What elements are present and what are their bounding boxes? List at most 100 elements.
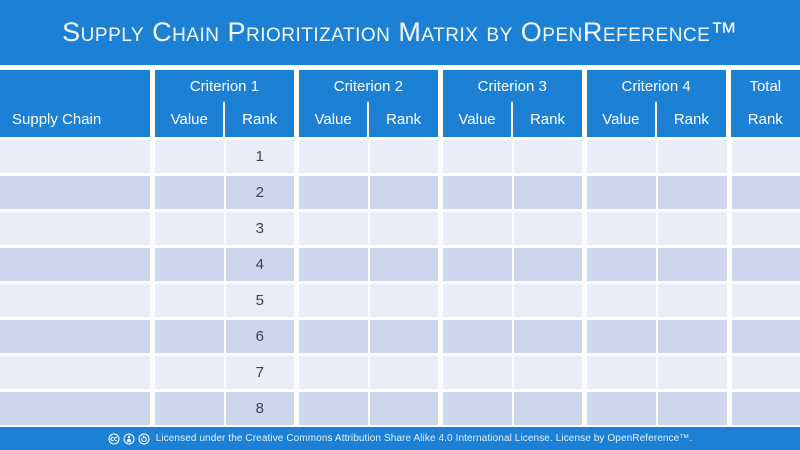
cell-c2-rank bbox=[369, 212, 444, 245]
cell-c3-value bbox=[443, 212, 514, 245]
cell-c2-value bbox=[299, 248, 370, 281]
cell-c2-rank bbox=[369, 176, 444, 209]
cell-c4-value bbox=[587, 320, 658, 353]
cell-c2-value bbox=[299, 284, 370, 317]
cc-license-icons bbox=[108, 433, 150, 445]
cell-c4-value bbox=[587, 392, 658, 425]
cell-total-rank bbox=[731, 392, 800, 425]
title-bar: Supply Chain Prioritization Matrix by Op… bbox=[0, 0, 800, 65]
cell-c3-value bbox=[443, 248, 514, 281]
cell-c4-rank bbox=[657, 140, 732, 173]
cell-c3-value bbox=[443, 320, 514, 353]
cell-c3-value bbox=[443, 284, 514, 317]
cell-c1-value bbox=[155, 176, 226, 209]
cell-total-rank bbox=[731, 320, 800, 353]
cell-c2-value bbox=[299, 392, 370, 425]
cell-c3-value bbox=[443, 140, 514, 173]
priority-matrix-table: Supply Chain Criterion 1 Value Rank Crit… bbox=[0, 70, 800, 428]
table-row: 1 bbox=[0, 140, 800, 173]
header-criterion-4-rank: Rank bbox=[673, 111, 709, 128]
header-group-criterion-1: Criterion 1 Value Rank bbox=[155, 70, 299, 137]
cell-c2-rank bbox=[369, 248, 444, 281]
cell-c3-rank bbox=[513, 176, 588, 209]
cell-total-rank bbox=[731, 284, 800, 317]
cell-c2-value bbox=[299, 212, 370, 245]
cc-attribution-icon bbox=[123, 433, 135, 445]
header-group-total: Total Rank bbox=[730, 70, 800, 137]
cell-c1-rank: 2 bbox=[225, 176, 300, 209]
cell-supply-chain bbox=[0, 320, 155, 353]
header-group-criterion-4: Criterion 4 Value Rank bbox=[586, 70, 731, 137]
table-row: 4 bbox=[0, 248, 800, 281]
header-criterion-3-label: Criterion 3 bbox=[477, 77, 547, 95]
cell-supply-chain bbox=[0, 392, 155, 425]
header-criterion-2-value: Value bbox=[299, 102, 370, 137]
cell-c1-value bbox=[155, 392, 226, 425]
header-total-rank: Rank bbox=[747, 111, 783, 128]
cell-c3-rank bbox=[513, 356, 588, 389]
cell-c1-value bbox=[155, 320, 226, 353]
cell-supply-chain bbox=[0, 248, 155, 281]
cell-c1-rank: 3 bbox=[225, 212, 300, 245]
cell-total-rank bbox=[731, 356, 800, 389]
cell-c3-rank bbox=[513, 140, 588, 173]
cell-c2-value bbox=[299, 140, 370, 173]
header-criterion-3-rank: Rank bbox=[529, 111, 565, 128]
table-header: Supply Chain Criterion 1 Value Rank Crit… bbox=[0, 70, 800, 137]
cell-c4-rank bbox=[657, 212, 732, 245]
cell-c4-rank bbox=[657, 284, 732, 317]
table-row: 2 bbox=[0, 176, 800, 209]
page-title: Supply Chain Prioritization Matrix by Op… bbox=[62, 17, 738, 47]
cell-c4-rank bbox=[657, 176, 732, 209]
cell-c4-value bbox=[587, 212, 658, 245]
cell-c2-rank bbox=[369, 320, 444, 353]
cell-c1-rank: 8 bbox=[225, 392, 300, 425]
header-total-label: Total bbox=[749, 77, 782, 95]
cell-c1-rank: 1 bbox=[225, 140, 300, 173]
cell-c3-rank bbox=[513, 392, 588, 425]
cell-total-rank bbox=[731, 140, 800, 173]
cell-c2-rank bbox=[369, 392, 444, 425]
table-row: 5 bbox=[0, 284, 800, 317]
cell-c1-rank: 7 bbox=[225, 356, 300, 389]
header-criterion-4-value: Value bbox=[587, 102, 658, 137]
cell-c3-value bbox=[443, 392, 514, 425]
cell-c4-value bbox=[587, 140, 658, 173]
table-row: 3 bbox=[0, 212, 800, 245]
cell-c4-rank bbox=[657, 392, 732, 425]
header-criterion-1-label: Criterion 1 bbox=[189, 77, 260, 95]
cell-c4-rank bbox=[657, 248, 732, 281]
header-criterion-2-label: Criterion 2 bbox=[333, 77, 403, 95]
cell-supply-chain bbox=[0, 140, 155, 173]
cell-c1-rank: 5 bbox=[225, 284, 300, 317]
license-footer-bar: Licensed under the Creative Commons Attr… bbox=[0, 427, 800, 450]
cell-c1-value bbox=[155, 356, 226, 389]
cell-c3-rank bbox=[513, 248, 588, 281]
table-body: 1 2 bbox=[0, 140, 800, 425]
license-text: Licensed under the Creative Commons Attr… bbox=[155, 433, 693, 444]
cell-c4-rank bbox=[657, 356, 732, 389]
cell-c1-value bbox=[155, 212, 226, 245]
cell-c4-value bbox=[587, 248, 658, 281]
cell-supply-chain bbox=[0, 284, 155, 317]
header-criterion-3-value: Value bbox=[443, 102, 514, 137]
cell-c1-rank: 4 bbox=[225, 248, 300, 281]
cell-c1-value bbox=[155, 248, 226, 281]
cell-c1-value bbox=[155, 140, 226, 173]
cell-c3-rank bbox=[513, 284, 588, 317]
cell-c1-value bbox=[155, 284, 226, 317]
cell-c2-value bbox=[299, 320, 370, 353]
table-row: 8 bbox=[0, 392, 800, 425]
cell-supply-chain bbox=[0, 176, 155, 209]
cell-supply-chain bbox=[0, 212, 155, 245]
cell-supply-chain bbox=[0, 356, 155, 389]
header-criterion-1-value: Value bbox=[155, 102, 226, 137]
cell-c3-rank bbox=[513, 212, 588, 245]
cc-icon bbox=[108, 433, 120, 445]
header-criterion-1-rank: Rank bbox=[242, 111, 278, 128]
cell-c3-rank bbox=[513, 320, 588, 353]
header-criterion-2-rank: Rank bbox=[386, 111, 422, 128]
cell-total-rank bbox=[731, 212, 800, 245]
cell-c2-rank bbox=[369, 284, 444, 317]
table-row: 6 bbox=[0, 320, 800, 353]
